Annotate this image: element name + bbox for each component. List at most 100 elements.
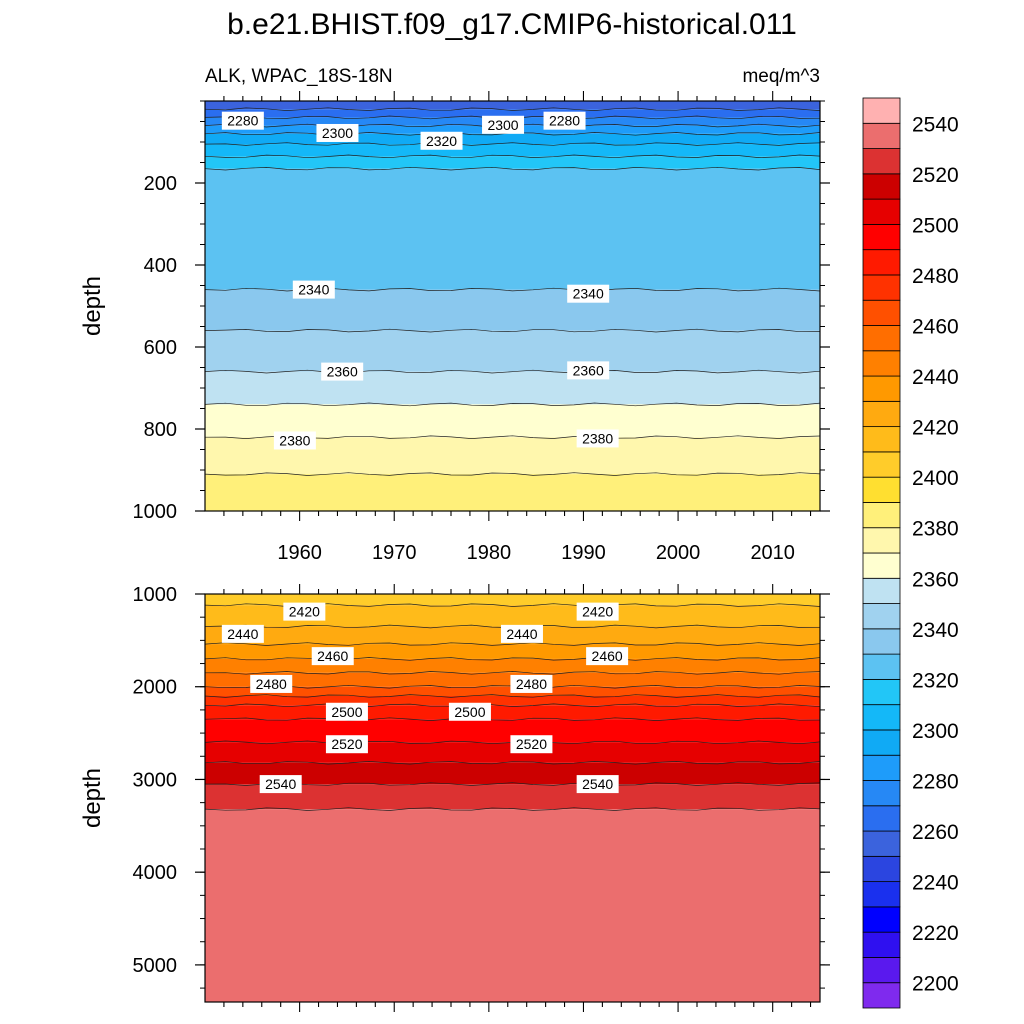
colorbar-swatch-2230 (862, 906, 901, 933)
colorbar-tick-label: 2280 (912, 771, 959, 794)
upper-right-label: meq/m^3 (742, 66, 820, 87)
colorbar-swatch-2310 (862, 704, 901, 731)
upper-x-tick-label: 1960 (277, 542, 322, 564)
colorbar-swatch-2290 (862, 754, 901, 781)
colorbar-tick-label: 2300 (912, 720, 959, 743)
upper-contour-label-bg (567, 284, 610, 303)
upper-contour-label-bg (316, 123, 359, 142)
upper-contour-label: 2340 (298, 282, 329, 298)
upper-contour-label: 2360 (573, 362, 604, 378)
lower-plot: 1000 2000 3000 4000 5000 2420 2440 2460 2480 2500… (133, 584, 830, 1012)
upper-contour-line (204, 154, 821, 159)
lower-contour-line (204, 671, 821, 675)
colorbar-swatch-2380 (862, 527, 901, 554)
colorbar-swatch-2520 (862, 173, 901, 200)
lower-contour-label: 2420 (289, 604, 320, 620)
colorbar-swatch-2350 (862, 603, 901, 630)
lower-contour-label-bg (576, 775, 619, 794)
colorbar-swatch-2550 (862, 97, 901, 124)
lower-contour-label: 2440 (506, 626, 537, 642)
upper-contour-label: 2300 (322, 125, 353, 141)
lower-contour-label: 2460 (592, 648, 623, 664)
colorbar-swatch-2280 (862, 780, 901, 807)
upper-contour-label-bg (482, 115, 525, 134)
colorbar-tick-label: 2380 (912, 518, 959, 541)
upper-contour-label-bg (273, 431, 316, 450)
lower-contour-label: 2520 (331, 736, 362, 752)
upper-contour-line (204, 328, 821, 333)
colorbar-tick-label: 2400 (912, 467, 959, 490)
lower-contour-label-bg (586, 647, 629, 666)
colorbar-swatch-2370 (862, 552, 901, 579)
colorbar-tick-label: 2480 (912, 265, 959, 288)
upper-band-2360 (205, 371, 820, 405)
colorbar-swatch-2500 (862, 223, 901, 251)
upper-x-tick-label: 2010 (750, 542, 795, 564)
lower-contour-line (204, 782, 821, 786)
colorbar-swatch-2340 (862, 628, 901, 655)
upper-contour-line (204, 402, 821, 407)
upper-contour-line (204, 166, 821, 171)
upper-contour-label-bg (420, 131, 463, 150)
colorbar-swatch-2220 (862, 931, 901, 958)
lower-contour-label: 2440 (227, 626, 258, 642)
upper-band-2350 (205, 330, 820, 372)
lower-contour-line (204, 703, 821, 708)
colorbar-swatch-2460 (862, 325, 901, 352)
lower-contour-line (204, 761, 821, 765)
lower-contour-label-bg (510, 674, 553, 693)
upper-contour-label: 2300 (487, 117, 518, 133)
upper-contour-line (204, 107, 821, 111)
lower-contour-label: 2460 (317, 648, 348, 664)
upper-contour-label-bg (576, 429, 619, 448)
lower-band-2420 (205, 605, 820, 627)
lower-contour-label-bg (221, 624, 264, 643)
lower-contour-line (204, 694, 821, 698)
upper-x-tick-label: 1990 (561, 542, 606, 564)
lower-contour-label-bg (448, 702, 491, 721)
colorbar-tick-label: 2540 (912, 113, 959, 136)
lower-contour-label-bg (500, 624, 543, 643)
lower-contour-label: 2520 (516, 736, 547, 752)
lower-contour-label-bg (325, 702, 368, 721)
upper-x-tick-label: 1970 (372, 542, 417, 564)
lower-contour-label: 2540 (582, 776, 613, 792)
figure-title: b.e21.BHIST.f09_g17.CMIP6-historical.011 (227, 8, 797, 41)
colorbar-swatch-2530 (862, 148, 901, 175)
lower-y-tick-label: 3000 (133, 769, 178, 791)
upper-contour-label-bg (567, 361, 610, 380)
upper-y-tick-label: 200 (144, 173, 177, 195)
colorbar-tick-label: 2340 (912, 619, 959, 642)
lower-contour-label: 2500 (454, 704, 485, 720)
lower-band-2440 (205, 644, 820, 659)
upper-band-2270 (205, 109, 820, 118)
lower-band-2530 (205, 784, 820, 810)
colorbar-swatch-2430 (862, 400, 901, 428)
lower-band-2480 (205, 696, 820, 706)
colorbar-swatch-2410 (862, 451, 901, 478)
upper-contour-label-bg (543, 111, 586, 130)
upper-x-tick-label: 1980 (467, 542, 512, 564)
lower-band-2450 (205, 658, 820, 673)
upper-contour-label: 2360 (327, 364, 358, 380)
upper-plot: 200 400 600 800 1000 1960 1970 1980 1990 2000 2010… (133, 91, 830, 564)
lower-contour-label-bg (325, 735, 368, 754)
lower-y-tick-label: 5000 (133, 955, 178, 977)
upper-y-tick-label: 800 (144, 419, 177, 441)
colorbar-swatch-2320 (862, 678, 901, 706)
colorbar-tick-label: 2260 (912, 821, 959, 844)
lower-y-axis-label: depth (79, 768, 106, 828)
colorbar-swatch-2400 (862, 476, 901, 503)
colorbar-swatch-2440 (862, 375, 901, 402)
upper-band-2320 (205, 156, 820, 169)
upper-contour-line (204, 142, 821, 146)
upper-contour-line (204, 472, 821, 476)
colorbar-tick-label: 2320 (912, 669, 959, 692)
upper-band-2260 (205, 101, 820, 110)
lower-contour-label-bg (259, 775, 302, 794)
colorbar-tick-label: 2360 (912, 568, 959, 591)
lower-band-2540 (205, 809, 820, 1002)
colorbar-swatch-2300 (862, 729, 901, 756)
upper-band-2300 (205, 133, 820, 145)
